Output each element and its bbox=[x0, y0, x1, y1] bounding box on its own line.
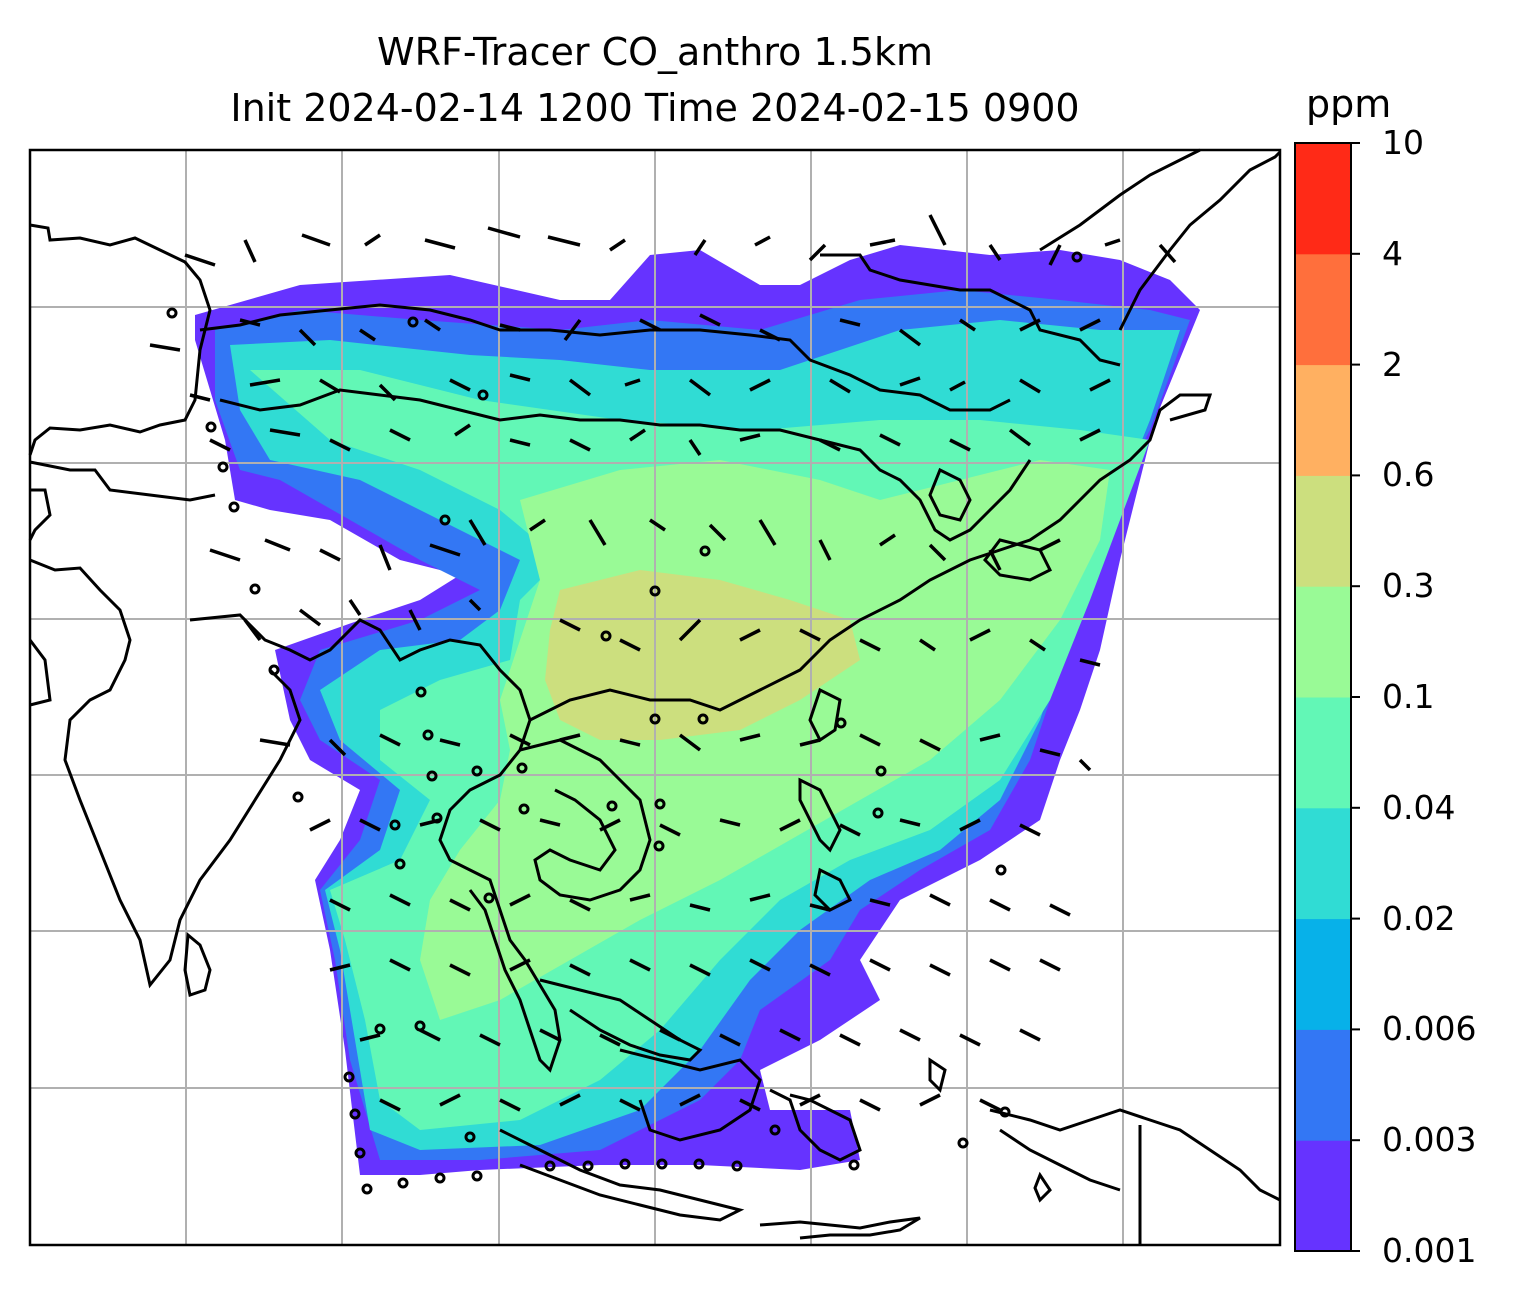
colorbar-tick-label: 0.006 bbox=[1382, 1009, 1477, 1049]
colorbar-tick-label: 10 bbox=[1382, 123, 1424, 162]
chart-title-line-1: WRF-Tracer CO_anthro 1.5km bbox=[377, 30, 933, 74]
gridlines bbox=[30, 150, 1280, 1245]
map-panel bbox=[28, 148, 1282, 1247]
colorbar-segment bbox=[1295, 143, 1351, 255]
calm-wind-markers bbox=[166, 251, 1083, 1195]
colorbar-tick-label: 2 bbox=[1382, 344, 1403, 384]
field-level-0.3 bbox=[545, 570, 860, 740]
colorbar-tick-label: 0.04 bbox=[1382, 787, 1456, 827]
colorbar-tick-label: 0.003 bbox=[1382, 1120, 1477, 1160]
colorbar-segment bbox=[1295, 697, 1351, 809]
colorbar-tick-label: 4 bbox=[1382, 233, 1403, 273]
colorbar-segment bbox=[1295, 1029, 1351, 1141]
coastlines bbox=[28, 148, 1282, 1245]
colorbar-segment bbox=[1295, 1140, 1351, 1252]
colorbar-segment bbox=[1295, 475, 1351, 587]
colorbar-segment bbox=[1295, 918, 1351, 1030]
colorbar-segment bbox=[1295, 586, 1351, 698]
wind-barbs bbox=[149, 214, 1177, 1112]
colorbar-segment bbox=[1295, 807, 1351, 920]
colorbar-segment bbox=[1295, 253, 1351, 366]
colorbar-tick-label: 0.1 bbox=[1382, 677, 1435, 716]
chart-title-line-2: Init 2024-02-14 1200 Time 2024-02-15 090… bbox=[230, 86, 1080, 130]
colorbar-segment bbox=[1295, 364, 1351, 476]
colorbar-tick-label: 0.6 bbox=[1382, 455, 1435, 495]
colorbar bbox=[1294, 142, 1360, 1252]
colorbar-tick-label: 0.3 bbox=[1382, 566, 1435, 606]
colorbar-tick-label: 0.02 bbox=[1382, 898, 1456, 938]
colorbar-unit-label: ppm bbox=[1306, 82, 1392, 126]
map-frame bbox=[28, 148, 1282, 1247]
concentration-field bbox=[195, 245, 1200, 1175]
colorbar-tick-label: 0.001 bbox=[1382, 1231, 1477, 1270]
